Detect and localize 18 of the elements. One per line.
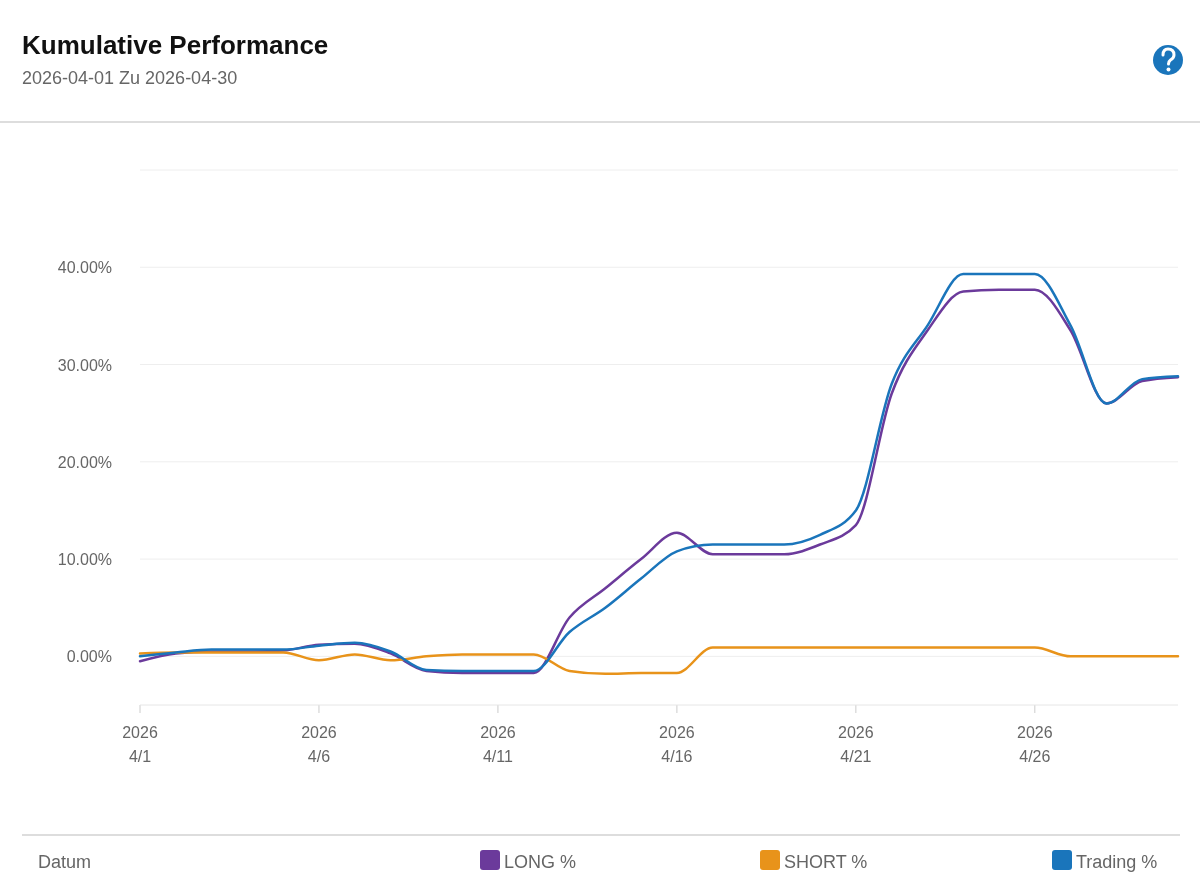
legend-label: Trading % — [1076, 852, 1158, 872]
y-tick-label: 40.00% — [57, 259, 112, 277]
y-tick-label: 30.00% — [57, 356, 112, 374]
x-tick-label: 2026 4/21 — [838, 724, 874, 765]
legend-label: SHORT % — [784, 852, 868, 872]
y-tick-label: 0.00% — [66, 648, 112, 666]
x-tick-label: 2026 4/11 — [480, 724, 516, 765]
y-tick-label: 10.00% — [57, 551, 112, 569]
chart-subtitle: 2026-04-01 Zu 2026-04-30 — [22, 68, 238, 88]
chart-title: Kumulative Performance — [22, 30, 329, 60]
x-axis-title: Datum — [38, 852, 92, 872]
x-tick-label: 2026 4/16 — [659, 724, 695, 765]
x-tick-label: 2026 4/6 — [301, 724, 337, 765]
x-tick-label: 2026 4/26 — [1017, 724, 1053, 765]
line-series — [138, 646, 1180, 676]
x-tick-label: 2026 4/1 — [122, 724, 158, 765]
legend-label: LONG % — [504, 852, 577, 872]
y-tick-label: 20.00% — [57, 453, 112, 471]
